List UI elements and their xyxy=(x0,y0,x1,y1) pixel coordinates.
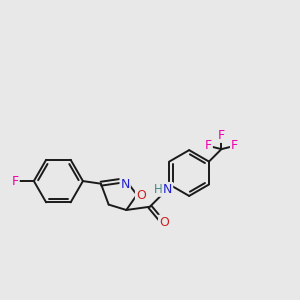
Text: F: F xyxy=(205,140,212,152)
Text: H: H xyxy=(154,183,163,196)
Text: N: N xyxy=(121,178,130,190)
Text: F: F xyxy=(12,175,19,188)
Text: F: F xyxy=(218,129,225,142)
Text: F: F xyxy=(231,140,238,152)
Text: O: O xyxy=(136,189,146,202)
Text: O: O xyxy=(159,216,169,229)
Text: N: N xyxy=(163,183,172,196)
